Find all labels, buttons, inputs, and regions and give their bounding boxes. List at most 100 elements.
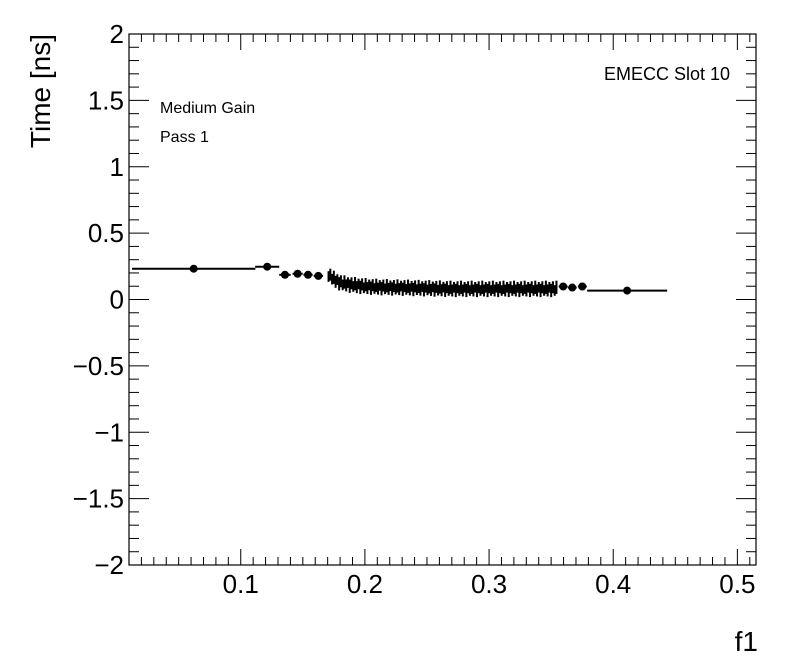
band-point — [488, 281, 491, 294]
band-point — [371, 279, 374, 292]
band-point — [407, 279, 410, 293]
data-point — [255, 262, 280, 271]
band-point — [387, 282, 390, 295]
band-point — [521, 285, 524, 296]
y-axis-title: Time [ns] — [25, 34, 56, 148]
data-point — [558, 282, 568, 291]
band-point — [331, 273, 334, 285]
band-point — [472, 284, 475, 297]
band-point — [369, 281, 372, 295]
band-point — [437, 284, 440, 296]
marker — [559, 282, 568, 291]
band-point — [339, 275, 342, 288]
band-point — [430, 283, 433, 296]
data-point — [313, 271, 324, 280]
band-point — [458, 285, 461, 296]
band-point — [456, 281, 459, 294]
band-point — [385, 279, 388, 293]
y-tick-label: 0.5 — [88, 218, 124, 248]
y-tick-label: 2 — [110, 19, 124, 49]
band-point — [375, 278, 378, 292]
band-point — [544, 280, 547, 294]
band-point — [352, 281, 355, 292]
band-point — [357, 278, 360, 290]
band-point — [460, 280, 463, 294]
band-point — [451, 284, 454, 297]
band-point — [354, 276, 357, 291]
y-tick-label: 1 — [110, 152, 124, 182]
band-point — [548, 281, 551, 293]
band-point — [399, 280, 402, 292]
band-point — [523, 280, 526, 294]
data-marks — [131, 262, 668, 298]
band-point — [507, 283, 510, 298]
x-axis-title: f1 — [735, 626, 758, 657]
marker — [280, 270, 289, 279]
band-point — [392, 279, 395, 292]
band-point — [493, 284, 496, 297]
x-tick-label: 0.5 — [719, 569, 755, 599]
band-point — [345, 279, 348, 292]
band-point — [461, 284, 464, 297]
band-point — [380, 282, 383, 296]
band-point — [438, 280, 441, 294]
band-point — [536, 284, 539, 297]
band-point — [346, 277, 349, 288]
band-point — [334, 275, 337, 288]
data-point — [131, 264, 256, 273]
band-point — [486, 283, 489, 298]
band-point — [509, 281, 512, 294]
band-point — [470, 280, 473, 294]
band-point — [394, 283, 397, 295]
band-point — [528, 283, 531, 298]
band-point — [447, 285, 450, 296]
band-point — [377, 282, 380, 295]
marker — [189, 264, 198, 273]
band-point — [490, 285, 493, 296]
band-point — [341, 279, 344, 291]
band-point — [389, 280, 392, 292]
band-point — [553, 285, 556, 296]
band-point — [527, 281, 530, 293]
band-point — [551, 281, 554, 294]
band-point — [391, 282, 394, 296]
band-point — [546, 284, 549, 297]
band-point — [543, 285, 546, 296]
band-point — [539, 283, 542, 298]
band-point — [468, 285, 471, 296]
band-point — [362, 282, 365, 294]
band-point — [412, 282, 415, 297]
band-point — [442, 281, 445, 293]
y-tick-label: −1 — [94, 417, 124, 447]
x-tick-label: 0.1 — [223, 569, 259, 599]
band-point — [428, 280, 431, 294]
band-point — [505, 281, 508, 293]
band-point — [382, 279, 385, 292]
marker — [263, 262, 272, 271]
band-point — [327, 271, 330, 282]
band-point — [530, 281, 533, 294]
band-point — [338, 277, 341, 291]
corner-label: EMECC Slot 10 — [604, 64, 730, 84]
band-point — [378, 280, 381, 291]
band-point — [403, 280, 406, 293]
band-point — [422, 283, 425, 297]
band-point — [454, 283, 457, 298]
annotation-pass: Pass 1 — [160, 129, 209, 146]
band-point — [520, 281, 523, 294]
band-point — [444, 283, 447, 297]
band-point — [525, 284, 528, 297]
band-point — [513, 280, 516, 294]
band-point — [359, 280, 362, 295]
band-point — [384, 283, 387, 295]
x-tick-label: 0.3 — [471, 569, 507, 599]
band-point — [445, 281, 448, 294]
band-point — [465, 283, 468, 298]
band-point — [550, 283, 553, 298]
band-point — [366, 282, 369, 295]
band-point — [332, 270, 335, 284]
axis-ticks — [128, 33, 756, 566]
band-point — [500, 285, 503, 296]
y-tick-label: 1.5 — [88, 85, 124, 115]
